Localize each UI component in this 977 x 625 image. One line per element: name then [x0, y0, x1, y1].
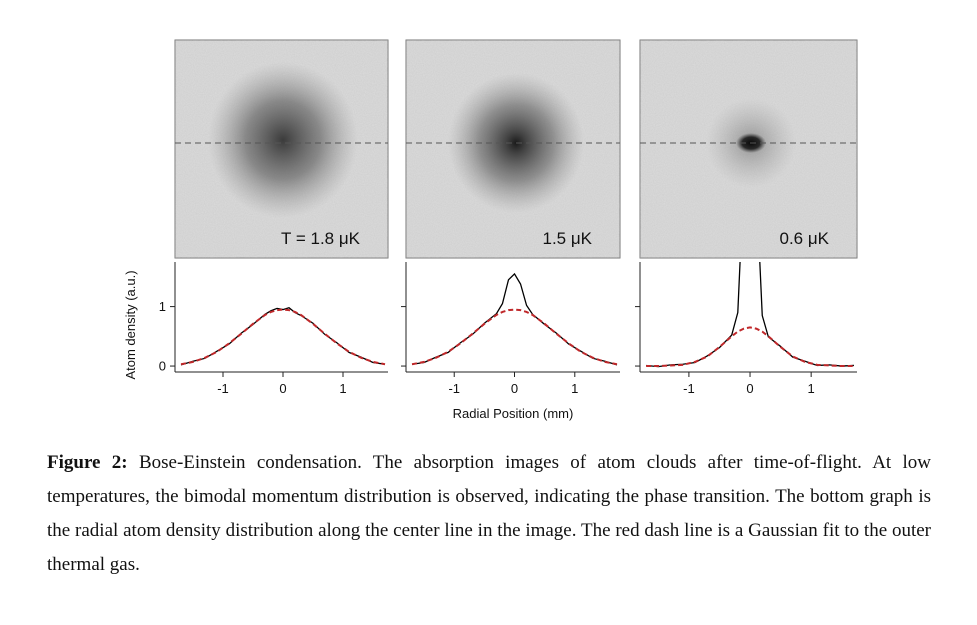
atom-cloud — [208, 62, 358, 218]
x-tick-label: -1 — [448, 381, 460, 396]
y-tick-label: 0 — [159, 359, 166, 374]
fit-line — [180, 308, 386, 366]
plot: 0.6 μK -1 0 1 — [635, 229, 857, 396]
figure: T = 1.8 μK 0 1 -1 0 1 Atom density (a.u.) 1.5 μ… — [123, 39, 858, 421]
y-tick-label: 1 — [159, 299, 166, 314]
caption: Figure 2: Bose-Einstein condensation. Th… — [47, 446, 931, 582]
x-axis-label: Radial Position (mm) — [453, 406, 574, 421]
x-tick-label: 1 — [571, 381, 578, 396]
plot: T = 1.8 μK 0 1 -1 0 1 Atom density (a.u.) — [123, 229, 388, 396]
x-tick-label: 0 — [746, 381, 753, 396]
x-tick-label: 0 — [511, 381, 518, 396]
y-axis-label: Atom density (a.u.) — [123, 270, 138, 379]
image-label: 1.5 μK — [543, 229, 593, 248]
data-line — [411, 272, 618, 366]
plot: 1.5 μK -1 0 1 Radial Position (mm) — [401, 229, 620, 421]
caption-label: Figure 2: — [47, 452, 128, 473]
absorption-images — [174, 39, 858, 259]
x-tick-label: 1 — [808, 381, 815, 396]
fit-line — [646, 326, 854, 368]
caption-text: Bose-Einstein condensation. The absorpti… — [47, 452, 931, 575]
x-tick-label: 1 — [339, 381, 346, 396]
x-tick-label: 0 — [279, 381, 286, 396]
data-line — [180, 307, 386, 366]
x-tick-label: -1 — [683, 381, 695, 396]
fit-line — [411, 308, 618, 366]
image-label: T = 1.8 μK — [281, 229, 361, 248]
image-label: 0.6 μK — [780, 229, 830, 248]
x-tick-label: -1 — [217, 381, 229, 396]
